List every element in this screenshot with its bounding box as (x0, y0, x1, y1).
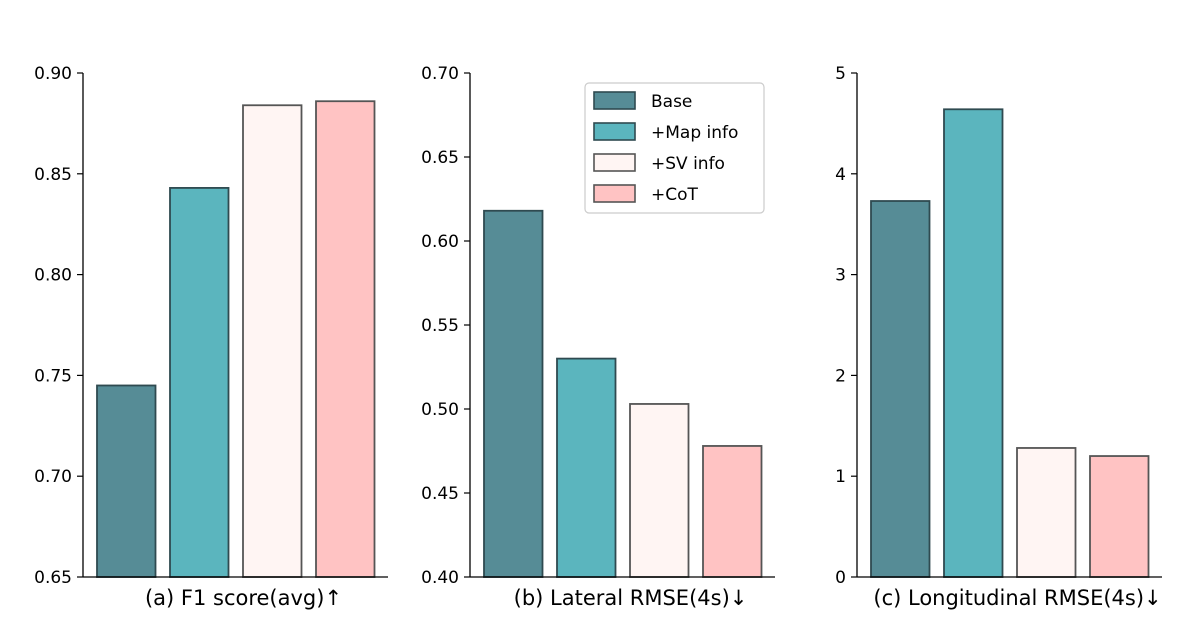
y-tick-label: 0.55 (421, 316, 459, 336)
y-tick-label: 5 (835, 64, 846, 84)
panel-caption: (c) Longitudinal RMSE(4s)↓ (873, 586, 1161, 610)
bar-base (483, 209, 544, 578)
y-tick-label: 0.45 (421, 484, 459, 504)
y-tick-label: 4 (835, 165, 846, 185)
bar-sv-info (629, 403, 690, 578)
legend: Base +Map info +SV info +CoT (584, 82, 765, 214)
bar-cot (315, 100, 376, 578)
chart-panel-2: 0.40 0.45 0.50 0.55 0.60 0.65 0.70 (b) Lateral … (421, 64, 775, 610)
bar-base (96, 384, 157, 578)
bar-base (870, 200, 931, 578)
y-tick-label: 0.65 (34, 568, 72, 588)
panel-caption: (a) F1 score(avg)↑ (145, 586, 342, 610)
bar-map-info (943, 108, 1004, 578)
legend-label: Base (651, 92, 692, 112)
y-tick-label: 0.75 (34, 366, 72, 386)
y-tick-label: 2 (835, 366, 846, 386)
y-tick-label: 0.70 (421, 64, 459, 84)
bar-cot (1089, 455, 1150, 578)
chart-panel-3: 0 1 2 3 4 5 (c) Longitudinal RMSE(4s)↓ (835, 64, 1162, 610)
legend-swatch (593, 153, 636, 172)
bar-map-info (556, 357, 617, 578)
y-tick-label: 0.90 (34, 64, 72, 84)
bar-sv-info (242, 104, 303, 578)
legend-swatch (593, 184, 636, 203)
legend-swatch (593, 122, 636, 141)
y-tick-label: 0.80 (34, 266, 72, 286)
legend-frame (584, 82, 765, 214)
legend-label: +Map info (651, 123, 738, 143)
chart-panel-1: 0.65 0.70 0.75 0.80 0.85 0.90 (a) F1 score(avg… (34, 64, 388, 610)
y-tick-label: 0.50 (421, 400, 459, 420)
y-tick-label: 0.65 (421, 148, 459, 168)
y-tick-label: 3 (835, 266, 846, 286)
panel-caption: (b) Lateral RMSE(4s)↓ (514, 586, 748, 610)
y-tick-label: 1 (835, 467, 846, 487)
y-tick-label: 0.70 (34, 467, 72, 487)
y-tick-label: 0.60 (421, 232, 459, 252)
bar-sv-info (1016, 447, 1077, 578)
y-tick-label: 0.85 (34, 165, 72, 185)
y-tick-label: 0 (835, 568, 846, 588)
bar-cot (702, 445, 763, 578)
legend-label: +CoT (651, 185, 699, 205)
bar-map-info (169, 187, 230, 578)
legend-swatch (593, 91, 636, 110)
y-tick-label: 0.40 (421, 568, 459, 588)
legend-label: +SV info (651, 154, 725, 174)
